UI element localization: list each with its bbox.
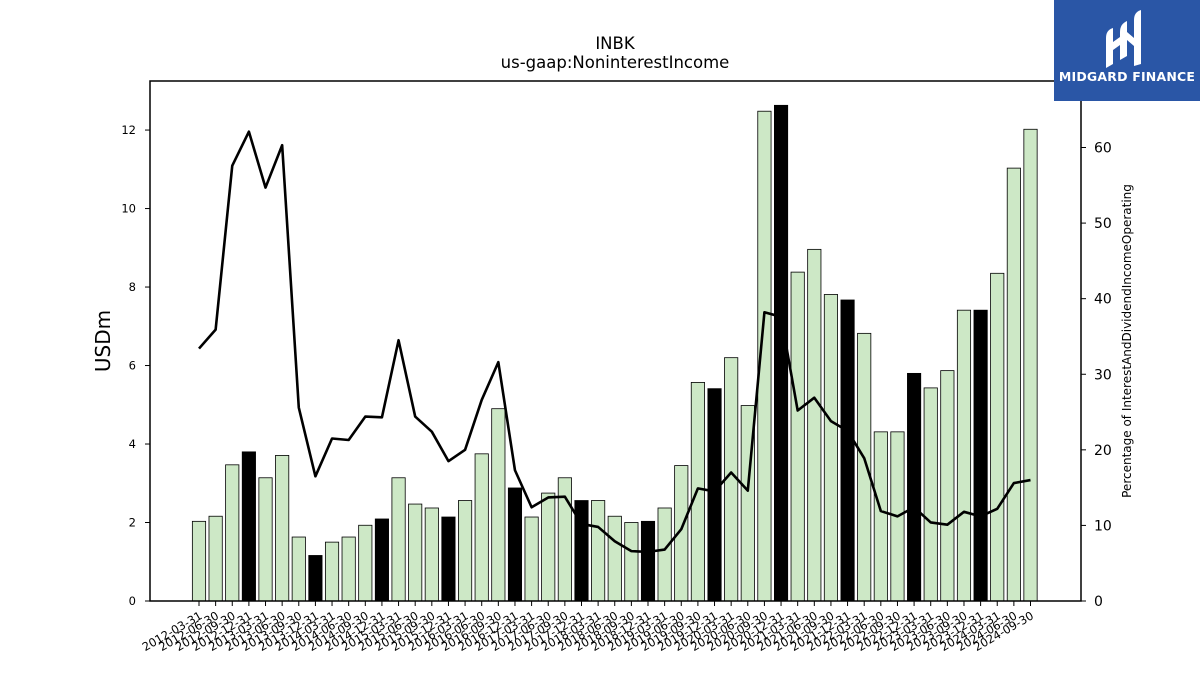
y2-tick-label: 30 [1094,367,1112,383]
bar-2024-06-30 [1006,167,1021,602]
bar-2022-12-31 [907,372,922,602]
y2-tick-label: 50 [1094,216,1112,232]
bar-group [191,104,1038,602]
right-axis-ticks: 0 10 20 30 40 50 60 [1081,141,1112,610]
bar-2016-03-31 [458,500,473,602]
midgard-logo-icon [1106,10,1141,68]
bar-2015-06-30 [408,503,423,602]
left-axis-ticks: 0 2 4 6 8 10 12 [121,123,150,608]
bar-2018-12-31 [640,520,656,602]
bar-2013-09-30 [291,536,306,602]
y-tick-label: 10 [121,202,136,216]
y-tick-label: 0 [129,594,136,608]
y-tick-label: 8 [129,280,136,294]
bar-2013-12-31 [308,555,323,602]
bar-2021-03-31 [790,271,805,602]
chart-title: INBK [595,34,636,53]
logo-text: MIDGARD FINANCE [1058,69,1196,84]
bar-2021-09-30 [823,294,838,602]
bar-2019-03-31 [657,507,672,602]
bar-2024-03-31 [990,272,1005,602]
bar-2023-12-31 [973,309,988,602]
y-tick-label: 12 [121,123,136,137]
percentage-line [198,130,1031,554]
chart-subtitle: us-gaap:NoninterestIncome [501,53,730,72]
bar-2014-06-30 [341,536,356,602]
bar-2012-09-30 [225,464,240,602]
bar-2024-09-30 [1023,128,1038,602]
bar-2013-06-30 [275,454,290,602]
bar-2014-03-31 [324,541,340,602]
bar-2014-09-30 [358,524,373,602]
bar-2015-09-30 [424,507,439,602]
bar-2017-06-30 [541,492,556,602]
y-tick-label: 6 [129,359,136,373]
bar-2015-12-31 [441,516,456,602]
bar-2018-09-30 [624,522,639,602]
bar-2023-03-31 [923,387,938,602]
bar-2016-06-30 [474,453,489,602]
y-tick-label: 2 [129,516,136,530]
bar-2018-06-30 [607,515,622,602]
x-axis-ticks: 2012-03-312012-06-302012-09-302012-12-31… [140,601,1036,654]
y2-tick-label: 0 [1094,594,1103,610]
bar-2012-06-30 [208,515,223,602]
bar-2015-03-31 [391,477,406,602]
bar-2017-03-31 [524,516,539,602]
y2-tick-label: 10 [1094,518,1112,534]
bar-2020-12-31 [774,104,789,602]
plot-frame [149,80,1082,602]
bar-2012-03-31 [191,520,207,602]
bar-2016-09-30 [491,408,506,602]
y-axis-label: USDm [91,310,115,372]
bar-2023-06-30 [940,370,955,602]
bar-2013-03-31 [258,477,273,602]
bar-2022-03-31 [857,332,872,602]
y-tick-label: 4 [129,437,136,451]
bar-2018-03-31 [591,500,606,602]
bar-2014-12-31 [374,518,389,602]
y2-tick-label: 20 [1094,443,1112,459]
y2-axis-label: Percentage of InterestAndDividendIncomeO… [1120,184,1134,498]
bar-2023-09-30 [956,309,972,602]
midgard-finance-logo: MIDGARD FINANCE [1054,0,1200,101]
y2-tick-label: 40 [1094,292,1112,308]
bar-2016-12-31 [507,487,523,602]
bar-2021-06-30 [807,248,822,602]
bar-2019-12-31 [707,388,722,602]
bar-2021-12-31 [840,299,855,602]
bar-2012-12-31 [241,451,256,602]
bar-2022-06-30 [873,431,888,602]
y2-tick-label: 60 [1094,141,1112,157]
